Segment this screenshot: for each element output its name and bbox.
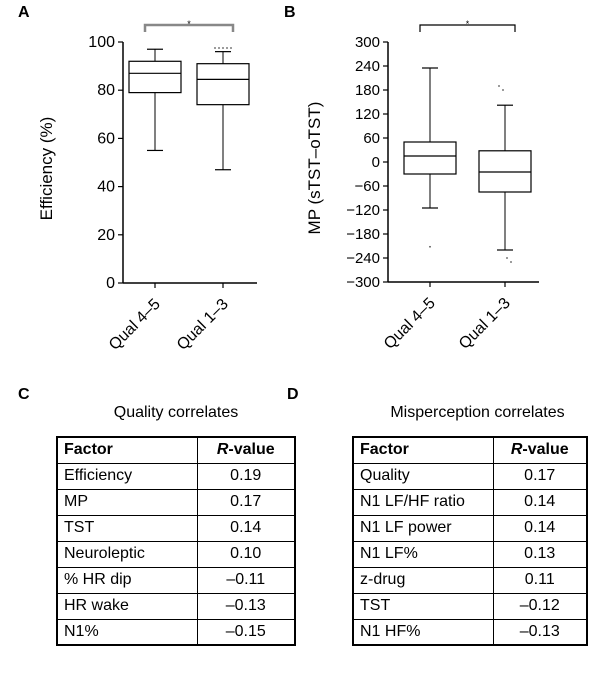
table-row: % HR dip –0.11 xyxy=(56,566,296,594)
box xyxy=(196,63,250,106)
y-tick-label: 180 xyxy=(355,82,380,99)
r-value-cell: –0.11 xyxy=(196,566,296,594)
table-header-row: Factor R-value xyxy=(352,436,588,464)
x-tick-label: Qual 1–3 xyxy=(174,296,232,354)
y-tick-label: 0 xyxy=(372,154,380,171)
panel-label-d: D xyxy=(287,386,299,403)
outlier-point xyxy=(218,47,220,49)
r-value-header: R-value xyxy=(492,436,588,464)
y-tick-label: 100 xyxy=(88,34,115,51)
table-row: Neuroleptic 0.10 xyxy=(56,540,296,568)
y-tick-label: 0 xyxy=(106,275,115,292)
r-value-cell: 0.10 xyxy=(196,540,296,568)
outlier-point xyxy=(222,47,224,49)
factor-cell: N1% xyxy=(56,618,198,646)
r-value-cell: 0.11 xyxy=(492,566,588,594)
y-tick-label: 60 xyxy=(97,130,115,147)
factor-cell: Efficiency xyxy=(56,462,198,490)
r-value-cell: 0.17 xyxy=(492,462,588,490)
misperception-correlates-table: Factor R-value Quality 0.17 N1 LF/HF ratio… xyxy=(352,436,588,646)
r-value-cell: 0.14 xyxy=(492,514,588,542)
table-row: N1% –0.15 xyxy=(56,618,296,646)
r-value-cell: 0.13 xyxy=(492,540,588,568)
table-row: z-drug 0.11 xyxy=(352,566,588,594)
r-value-cell: –0.13 xyxy=(196,592,296,620)
r-value-cell: –0.12 xyxy=(492,592,588,620)
factor-cell: HR wake xyxy=(56,592,198,620)
y-tick-label: −120 xyxy=(346,202,380,219)
factor-cell: N1 HF% xyxy=(352,618,494,646)
factor-cell: N1 LF/HF ratio xyxy=(352,488,494,516)
table-row: Quality 0.17 xyxy=(352,462,588,490)
factor-header: Factor xyxy=(352,436,494,464)
box xyxy=(128,60,182,94)
x-tick-label: Qual 4–5 xyxy=(106,296,164,354)
outlier-point xyxy=(226,47,228,49)
factor-cell: TST xyxy=(352,592,494,620)
y-axis-label: MP (sTST–oTST) xyxy=(305,102,324,235)
r-value-header: R-value xyxy=(196,436,296,464)
x-tick-label: Qual 4–5 xyxy=(381,295,439,353)
table-row: N1 LF% 0.13 xyxy=(352,540,588,568)
box xyxy=(403,141,457,175)
table-header-row: Factor R-value xyxy=(56,436,296,464)
significance-bracket xyxy=(143,23,235,32)
panel-label-a: A xyxy=(18,4,30,21)
factor-cell: N1 LF% xyxy=(352,540,494,568)
table-row: HR wake –0.13 xyxy=(56,592,296,620)
y-tick-label: 20 xyxy=(97,227,115,244)
factor-cell: N1 LF power xyxy=(352,514,494,542)
outlier-point xyxy=(429,245,431,248)
factor-cell: % HR dip xyxy=(56,566,198,594)
factor-header: Factor xyxy=(56,436,198,464)
y-tick-label: 240 xyxy=(355,58,380,75)
r-value-cell: 0.19 xyxy=(196,462,296,490)
y-tick-label: 80 xyxy=(97,82,115,99)
outlier-point xyxy=(510,261,512,263)
factor-cell: MP xyxy=(56,488,198,516)
significance-bracket xyxy=(419,24,516,32)
factor-cell: Neuroleptic xyxy=(56,540,198,568)
misperception-table-title: Misperception correlates xyxy=(390,404,565,421)
outlier-point xyxy=(498,85,500,87)
y-tick-label: 120 xyxy=(355,106,380,123)
table-row: TST 0.14 xyxy=(56,514,296,542)
y-tick-label: −180 xyxy=(346,226,380,243)
outlier-point xyxy=(214,47,216,49)
panel-label-c: C xyxy=(18,386,30,403)
factor-cell: Quality xyxy=(352,462,494,490)
r-value-cell: 0.17 xyxy=(196,488,296,516)
y-tick-label: 60 xyxy=(363,130,380,147)
outlier-point xyxy=(506,257,508,259)
factor-cell: z-drug xyxy=(352,566,494,594)
table-row: TST –0.12 xyxy=(352,592,588,620)
table-row: N1 HF% –0.13 xyxy=(352,618,588,646)
table-row: Efficiency 0.19 xyxy=(56,462,296,490)
quality-table-title: Quality correlates xyxy=(113,404,239,421)
y-tick-label: −60 xyxy=(355,178,380,195)
table-row: MP 0.17 xyxy=(56,488,296,516)
x-tick-label: Qual 1–3 xyxy=(456,295,514,353)
table-row: N1 LF/HF ratio 0.14 xyxy=(352,488,588,516)
outlier-point xyxy=(230,47,232,49)
outlier-point xyxy=(502,89,504,91)
y-tick-label: −300 xyxy=(346,274,380,291)
quality-correlates-table: Factor R-value Efficiency 0.19 MP 0.17 TST 0.… xyxy=(56,436,296,646)
r-value-cell: –0.13 xyxy=(492,618,588,646)
significance-mark: * xyxy=(187,19,191,29)
r-value-cell: 0.14 xyxy=(196,514,296,542)
factor-cell: TST xyxy=(56,514,198,542)
y-tick-label: −240 xyxy=(346,250,380,267)
r-value-cell: 0.14 xyxy=(492,488,588,516)
significance-mark: * xyxy=(466,19,470,29)
panel-label-b: B xyxy=(284,4,296,21)
r-value-cell: –0.15 xyxy=(196,618,296,646)
y-axis-label: Efficiency (%) xyxy=(37,117,56,221)
y-tick-label: 300 xyxy=(355,34,380,51)
table-row: N1 LF power 0.14 xyxy=(352,514,588,542)
y-tick-label: 40 xyxy=(97,179,115,196)
